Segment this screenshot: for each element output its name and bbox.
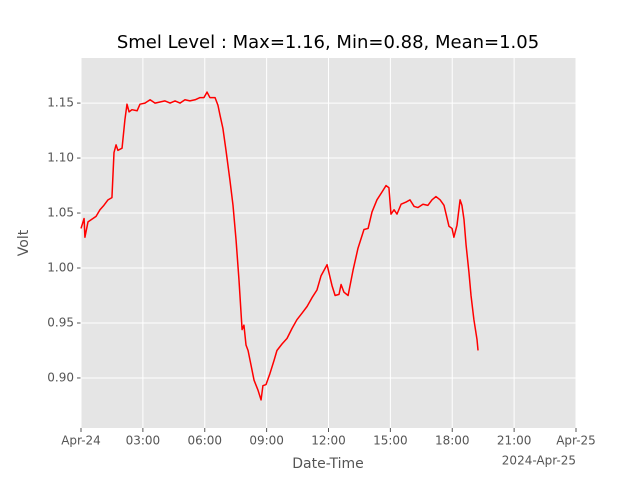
data-line bbox=[80, 91, 479, 401]
y-axis-label: Volt bbox=[16, 229, 32, 256]
x-tick-label: 15:00 bbox=[373, 434, 408, 448]
y-tick-label: 1.05 bbox=[47, 206, 74, 220]
y-tick-label: 0.90 bbox=[47, 370, 74, 384]
x-tick-label: 21:00 bbox=[497, 434, 532, 448]
x-tick-label: 03:00 bbox=[126, 434, 161, 448]
x-tick-label: 09:00 bbox=[249, 434, 284, 448]
x-tick-label: Apr-25 bbox=[556, 434, 596, 448]
x-tick-label: 12:00 bbox=[311, 434, 346, 448]
x-axis-label: Date-Time bbox=[292, 456, 364, 472]
x-tick-label: 06:00 bbox=[187, 434, 222, 448]
y-tick-label: 0.95 bbox=[47, 315, 74, 329]
x-tick-label: 18:00 bbox=[435, 434, 470, 448]
x-tick-label: Apr-24 bbox=[61, 434, 101, 448]
chart-title: Smel Level : Max=1.16, Min=0.88, Mean=1.… bbox=[117, 32, 539, 53]
x-offset-label: 2024-Apr-25 bbox=[502, 454, 576, 468]
y-tick-label: 1.10 bbox=[47, 151, 74, 165]
y-tick-label: 1.15 bbox=[47, 96, 74, 110]
y-tick-label: 1.00 bbox=[47, 261, 74, 275]
